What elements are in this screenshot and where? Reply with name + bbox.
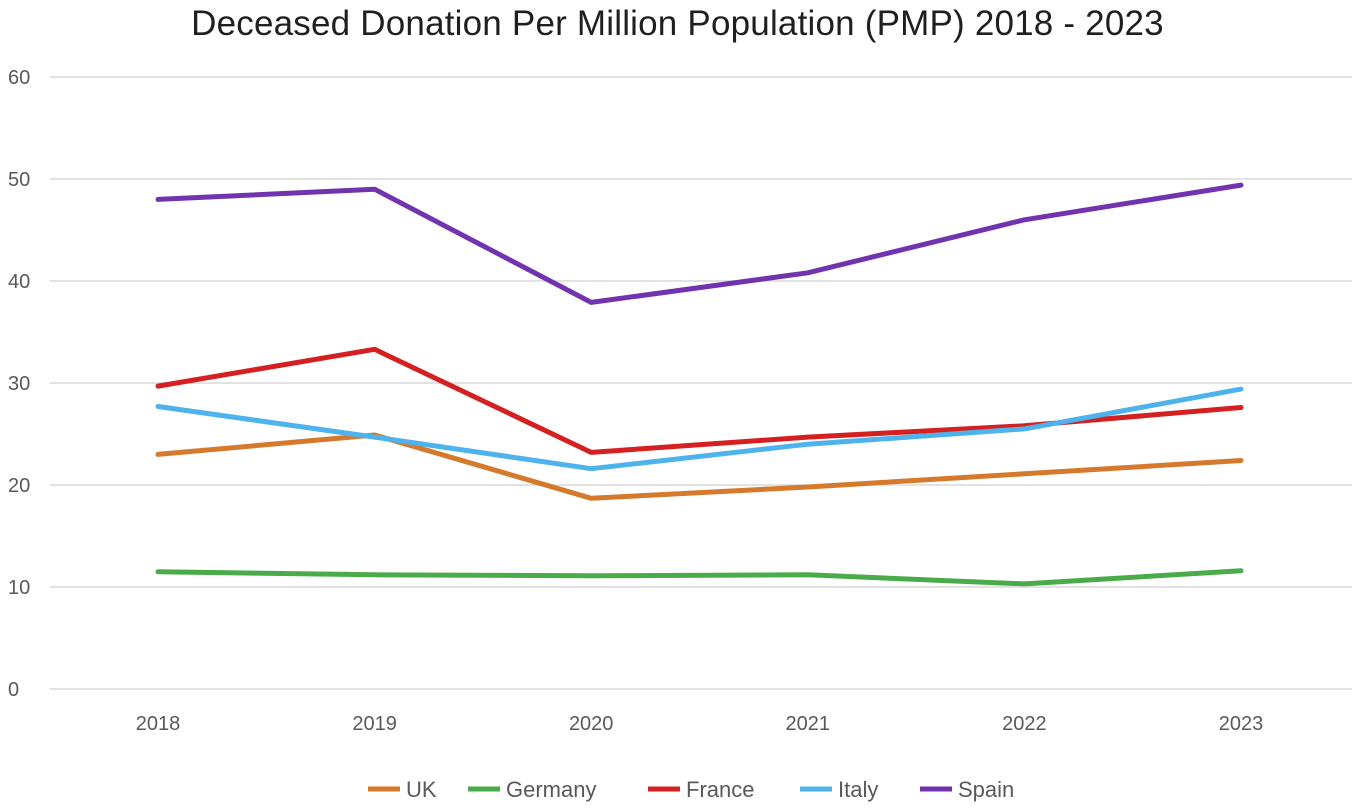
y-tick-label: 0 (8, 679, 19, 701)
legend-label-uk: UK (406, 777, 437, 802)
gridlines (50, 76, 1352, 690)
legend-label-france: France (686, 777, 754, 802)
y-tick-label: 50 (8, 169, 30, 191)
x-tick-label: 2022 (1002, 713, 1047, 735)
x-tick-label: 2019 (352, 713, 397, 735)
legend-label-italy: Italy (838, 777, 878, 802)
chart-title: Deceased Donation Per Million Population… (191, 4, 1164, 43)
y-tick-label: 20 (8, 475, 30, 497)
legend-label-germany: Germany (506, 777, 596, 802)
x-axis-ticks: 2018 2019 2020 2021 2022 2023 (136, 713, 1264, 735)
y-tick-label: 10 (8, 577, 30, 599)
y-tick-label: 30 (8, 373, 30, 395)
series-line-germany (155, 568, 1244, 587)
x-tick-label: 2020 (569, 713, 614, 735)
legend-label-spain: Spain (958, 777, 1014, 802)
x-tick-label: 2018 (136, 713, 181, 735)
y-axis-ticks: 0 10 20 30 40 50 60 (8, 67, 30, 701)
x-tick-label: 2023 (1219, 713, 1264, 735)
series-line-spain (155, 182, 1244, 305)
x-tick-label: 2021 (786, 713, 831, 735)
series-lines (155, 182, 1244, 587)
y-tick-label: 60 (8, 67, 30, 89)
series-line-italy (155, 386, 1244, 472)
series-line-uk (155, 432, 1244, 501)
series-line-france (155, 346, 1244, 455)
y-tick-label: 40 (8, 271, 30, 293)
legend: UK Germany France Italy Spain (368, 777, 1014, 802)
